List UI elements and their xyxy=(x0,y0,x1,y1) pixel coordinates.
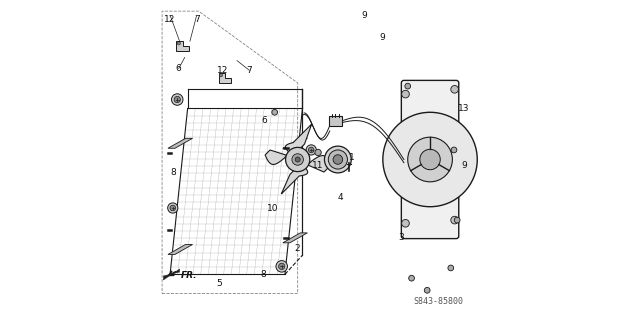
Circle shape xyxy=(405,83,411,89)
Polygon shape xyxy=(163,269,180,280)
Circle shape xyxy=(278,263,285,270)
Text: 11: 11 xyxy=(312,161,324,170)
Text: 7: 7 xyxy=(195,15,200,24)
FancyArrowPatch shape xyxy=(169,271,175,275)
Circle shape xyxy=(272,109,278,115)
Text: 9: 9 xyxy=(362,11,367,20)
Circle shape xyxy=(402,219,410,227)
Text: 9: 9 xyxy=(379,33,385,42)
Polygon shape xyxy=(283,138,307,148)
Circle shape xyxy=(308,147,314,153)
Text: 6: 6 xyxy=(176,64,182,73)
Circle shape xyxy=(170,205,175,211)
Text: 3: 3 xyxy=(399,233,404,242)
Text: 6: 6 xyxy=(261,116,267,125)
Circle shape xyxy=(333,155,342,164)
Circle shape xyxy=(383,112,477,207)
Circle shape xyxy=(409,275,415,281)
Text: 9: 9 xyxy=(461,161,467,170)
Circle shape xyxy=(448,265,454,271)
Circle shape xyxy=(306,145,316,155)
Circle shape xyxy=(402,90,410,98)
Text: 8: 8 xyxy=(170,168,176,177)
Text: FR.: FR. xyxy=(181,271,198,280)
Circle shape xyxy=(420,149,440,170)
Text: 4: 4 xyxy=(338,193,343,202)
Polygon shape xyxy=(168,244,193,255)
Circle shape xyxy=(168,203,178,213)
Text: S843-85800: S843-85800 xyxy=(413,297,463,306)
Polygon shape xyxy=(282,163,308,194)
Circle shape xyxy=(315,149,321,156)
Text: 1: 1 xyxy=(349,153,355,162)
FancyBboxPatch shape xyxy=(401,80,459,239)
Polygon shape xyxy=(285,124,312,155)
Text: 12: 12 xyxy=(217,66,228,75)
Text: 8: 8 xyxy=(260,271,266,279)
Circle shape xyxy=(454,217,460,223)
Circle shape xyxy=(451,147,457,153)
Text: 10: 10 xyxy=(267,204,278,213)
Circle shape xyxy=(292,154,303,165)
Circle shape xyxy=(172,94,183,105)
Circle shape xyxy=(451,85,458,93)
Circle shape xyxy=(285,147,310,172)
Circle shape xyxy=(174,96,180,103)
Polygon shape xyxy=(177,41,189,51)
Text: 13: 13 xyxy=(458,104,470,113)
Circle shape xyxy=(177,42,180,45)
Polygon shape xyxy=(308,156,330,172)
Circle shape xyxy=(220,74,223,77)
Polygon shape xyxy=(168,138,193,148)
Circle shape xyxy=(408,137,452,182)
Polygon shape xyxy=(218,73,230,83)
Text: 5: 5 xyxy=(216,279,222,288)
FancyBboxPatch shape xyxy=(329,116,342,126)
Circle shape xyxy=(276,261,287,272)
Polygon shape xyxy=(265,150,287,165)
Circle shape xyxy=(451,216,458,224)
Text: 2: 2 xyxy=(295,244,301,253)
Circle shape xyxy=(295,157,300,162)
Circle shape xyxy=(324,146,351,173)
Text: 12: 12 xyxy=(164,15,175,24)
Text: 7: 7 xyxy=(246,66,252,75)
Polygon shape xyxy=(283,233,307,243)
Circle shape xyxy=(328,150,348,169)
Circle shape xyxy=(424,287,430,293)
